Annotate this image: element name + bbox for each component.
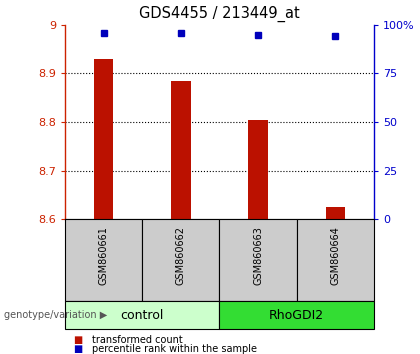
Text: control: control (121, 309, 164, 321)
Text: RhoGDI2: RhoGDI2 (269, 309, 324, 321)
Text: GSM860661: GSM860661 (99, 226, 109, 285)
Text: transformed count: transformed count (92, 335, 183, 345)
Title: GDS4455 / 213449_at: GDS4455 / 213449_at (139, 6, 300, 22)
Bar (94, 59, 113, 219)
Bar (326, 207, 345, 219)
Bar (297, 219, 374, 301)
Text: GSM860662: GSM860662 (176, 226, 186, 285)
Text: genotype/variation ▶: genotype/variation ▶ (4, 310, 108, 320)
Bar (65, 301, 220, 329)
Text: GSM860664: GSM860664 (330, 226, 340, 285)
Bar (171, 81, 191, 219)
Text: ■: ■ (74, 335, 83, 345)
Text: ■: ■ (74, 344, 83, 354)
Bar (220, 219, 297, 301)
Bar (142, 219, 220, 301)
Text: percentile rank within the sample: percentile rank within the sample (92, 344, 257, 354)
Bar (248, 120, 268, 219)
Text: GSM860663: GSM860663 (253, 226, 263, 285)
Bar (220, 301, 374, 329)
Bar (65, 219, 142, 301)
